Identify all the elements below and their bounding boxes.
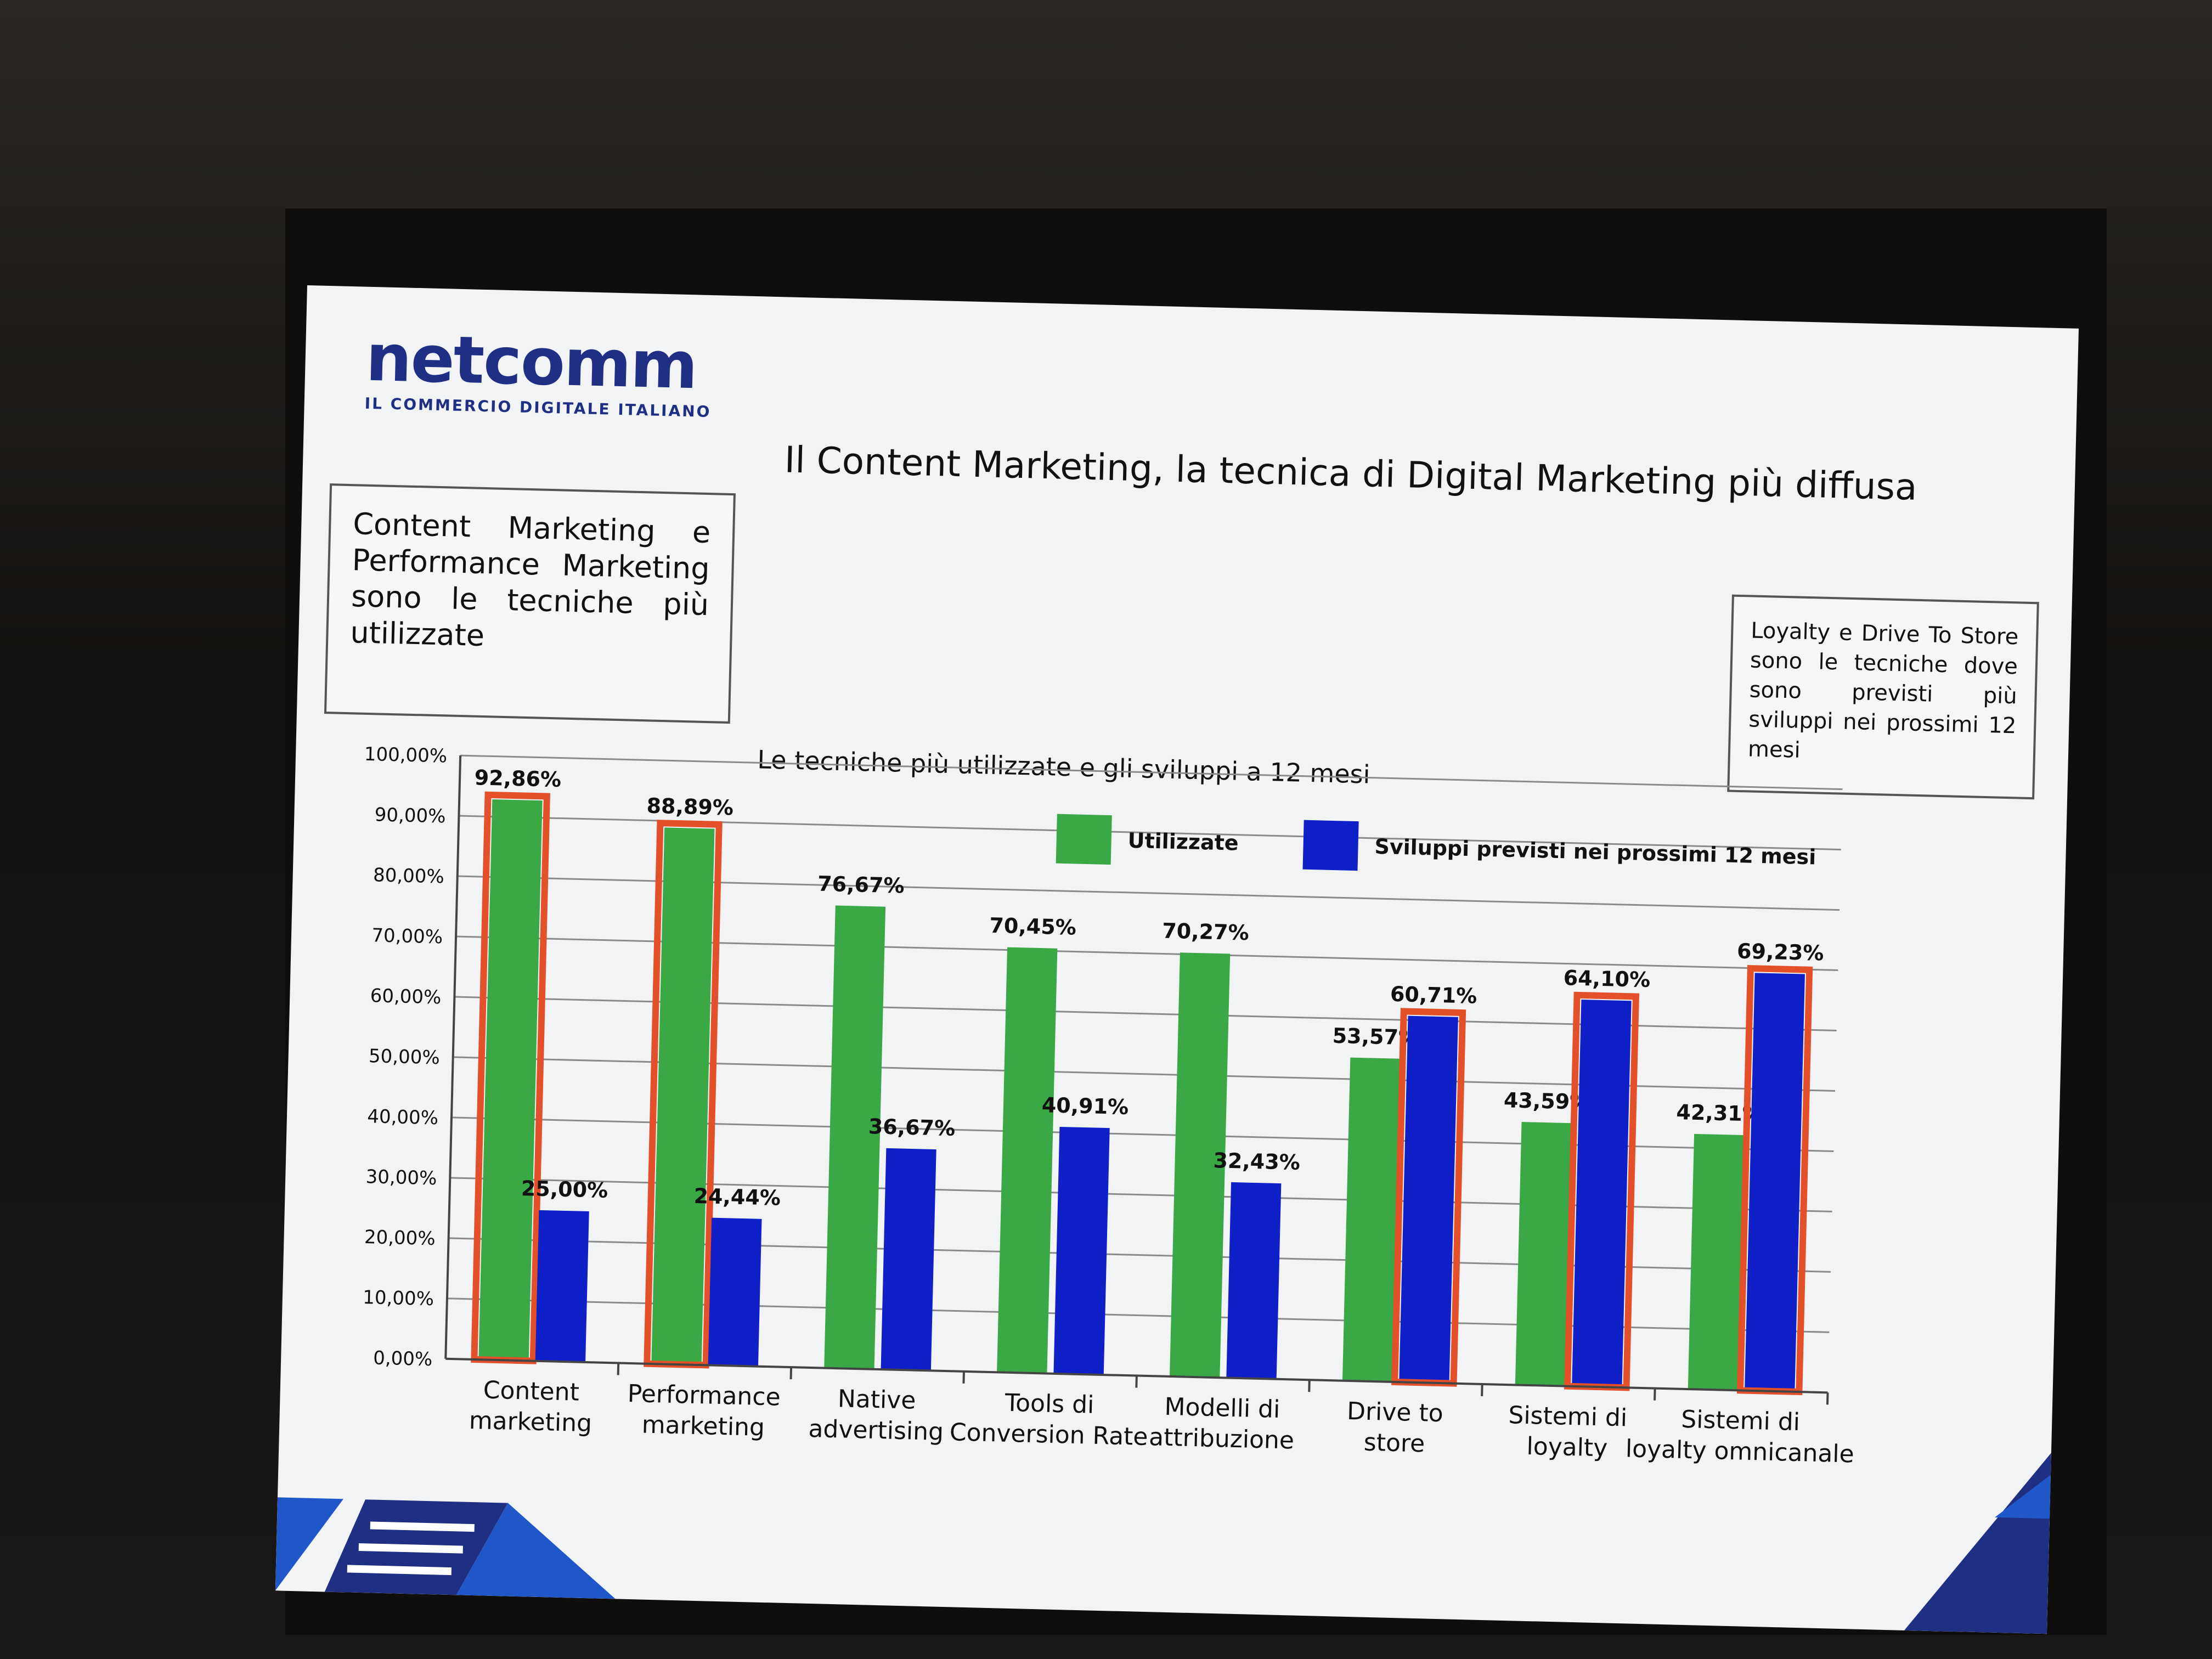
bar-sviluppi bbox=[1572, 1000, 1632, 1388]
x-tick-label: Sistemi diloyalty omnicanale bbox=[1625, 1404, 1855, 1468]
data-label: 70,27% bbox=[1162, 918, 1249, 945]
chart-bars: 92,86% 25,00% 88,89% 24,44% 76,67% 36,67% 70,4… bbox=[471, 765, 1824, 1396]
x-tick-label: Sistemi diloyalty bbox=[1508, 1401, 1628, 1463]
bar-utilizzate bbox=[1342, 1057, 1401, 1382]
data-label: 36,67% bbox=[868, 1114, 955, 1141]
bar-utilizzate bbox=[997, 947, 1058, 1374]
data-label: 69,23% bbox=[1737, 939, 1824, 966]
bar-sviluppi bbox=[708, 1217, 762, 1367]
x-tick-label: Contentmarketing bbox=[469, 1376, 593, 1437]
data-label: 60,71% bbox=[1390, 982, 1477, 1008]
legend-label-utilizzate: Utilizzate bbox=[1127, 828, 1239, 855]
y-tick-label: 60,00% bbox=[370, 985, 442, 1008]
bar-sviluppi bbox=[881, 1148, 936, 1371]
x-tick-mark bbox=[962, 1371, 965, 1384]
data-label: 76,67% bbox=[817, 872, 905, 898]
data-label: 25,00% bbox=[521, 1176, 608, 1203]
x-tick-label: Nativeadvertising bbox=[808, 1384, 945, 1446]
bar-chart: Le tecniche più utilizzate e gli svilupp… bbox=[363, 743, 1855, 1469]
bar-sviluppi bbox=[1053, 1126, 1110, 1375]
bar-utilizzate bbox=[478, 799, 543, 1361]
x-tick-mark bbox=[789, 1367, 793, 1380]
data-label: 40,91% bbox=[1041, 1093, 1128, 1119]
grid-line bbox=[460, 754, 1843, 791]
bar-sviluppi bbox=[1399, 1015, 1458, 1384]
presentation-slide: netcomm IL COMMERCIO DIGITALE ITALIANO I… bbox=[275, 285, 2079, 1634]
bar-sviluppi bbox=[1745, 973, 1805, 1392]
bar-sviluppi bbox=[535, 1210, 589, 1362]
x-tick-mark bbox=[617, 1363, 620, 1375]
bar-utilizzate bbox=[651, 827, 715, 1365]
x-tick-label: Drive tostore bbox=[1346, 1397, 1443, 1458]
chart-legend: Utilizzate Sviluppi previsti nei prossim… bbox=[1056, 814, 1816, 871]
x-tick-mark bbox=[1308, 1380, 1311, 1392]
bar-utilizzate bbox=[1515, 1122, 1572, 1386]
x-tick-label: Modelli diattribuzione bbox=[1149, 1392, 1295, 1454]
data-label: 88,89% bbox=[646, 794, 733, 820]
slide-corner-decoration bbox=[1904, 1453, 2051, 1634]
bar-utilizzate bbox=[1688, 1133, 1745, 1391]
y-tick-label: 100,00% bbox=[364, 743, 447, 768]
x-axis-line bbox=[445, 1357, 1828, 1394]
x-tick-mark bbox=[1826, 1392, 1829, 1405]
bar-utilizzate bbox=[1170, 952, 1231, 1378]
x-tick-label: Performancemarketing bbox=[627, 1380, 781, 1442]
slide-footer-decoration bbox=[275, 1497, 616, 1599]
legend-swatch-sviluppi bbox=[1302, 820, 1359, 871]
bar-sviluppi bbox=[1226, 1182, 1282, 1379]
legend-label-sviluppi: Sviluppi previsti nei prossimi 12 mesi bbox=[1374, 834, 1816, 870]
y-tick-label: 0,00% bbox=[373, 1347, 433, 1371]
y-tick-label: 20,00% bbox=[364, 1226, 436, 1250]
y-axis-line bbox=[444, 755, 462, 1359]
bar-utilizzate bbox=[824, 905, 886, 1369]
y-tick-label: 90,00% bbox=[374, 804, 446, 827]
legend-swatch-utilizzate bbox=[1056, 814, 1112, 865]
y-tick-label: 50,00% bbox=[369, 1045, 441, 1069]
y-tick-label: 10,00% bbox=[363, 1286, 435, 1310]
data-label: 64,10% bbox=[1563, 966, 1650, 992]
x-axis: Contentmarketing Performancemarketing Nati… bbox=[445, 1357, 1855, 1469]
y-tick-label: 80,00% bbox=[373, 864, 445, 888]
data-label: 92,86% bbox=[474, 765, 561, 792]
y-tick-label: 70,00% bbox=[371, 924, 443, 948]
y-axis: 0,00% 10,00% 20,00% 30,00% 40,00% 50,00% 60,00… bbox=[363, 743, 462, 1371]
y-tick-label: 30,00% bbox=[365, 1166, 437, 1189]
data-label: 32,43% bbox=[1213, 1148, 1300, 1175]
data-label: 70,45% bbox=[989, 913, 1076, 940]
chart-title: Le tecniche più utilizzate e gli svilupp… bbox=[757, 744, 1370, 789]
y-tick-label: 40,00% bbox=[367, 1105, 439, 1129]
data-label: 24,44% bbox=[693, 1184, 781, 1210]
x-tick-mark bbox=[1135, 1375, 1138, 1388]
x-tick-label: Tools diConversion Rate bbox=[949, 1387, 1149, 1451]
